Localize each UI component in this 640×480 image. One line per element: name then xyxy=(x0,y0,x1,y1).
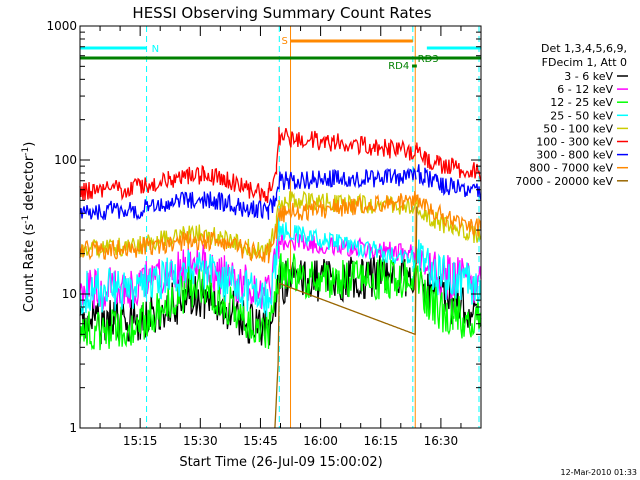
legend-entry-label: 3 - 6 keV xyxy=(564,70,613,83)
legend-entry-label: 12 - 25 keV xyxy=(550,96,613,109)
x-tick-label: 16:00 xyxy=(303,434,338,448)
legend-entry-label: 25 - 50 keV xyxy=(550,109,613,122)
legend: Det 1,3,4,5,6,9, FDecim 1, Att 0 3 - 6 k… xyxy=(515,42,628,188)
chart-title: HESSI Observing Summary Count Rates xyxy=(132,4,431,22)
series-lines xyxy=(79,127,482,429)
legend-entry-label: 300 - 800 keV xyxy=(536,149,613,162)
y-tick-label: 1 xyxy=(69,421,77,435)
y-axis-label-part: Count Rate (s xyxy=(22,224,37,313)
legend-header-line: Det 1,3,4,5,6,9, xyxy=(541,42,627,55)
y-tick-label: 1000 xyxy=(46,19,77,33)
legend-entry-label: 7000 - 20000 keV xyxy=(515,175,613,188)
x-tick-label: 15:45 xyxy=(243,434,278,448)
x-tick-label: 15:30 xyxy=(183,434,218,448)
series-line xyxy=(79,190,482,264)
status-bar-label: RD4 xyxy=(388,61,409,72)
series-line xyxy=(274,206,418,429)
series-line xyxy=(79,190,482,260)
x-axis: 15:15 15:30 15:45 16:00 16:15 16:30 xyxy=(99,26,462,448)
legend-header-line: FDecim 1, Att 0 xyxy=(542,56,627,69)
legend-entry-label: 50 - 100 keV xyxy=(543,122,613,135)
x-tick-label: 15:15 xyxy=(123,434,158,448)
series-line xyxy=(79,164,482,221)
x-axis-label: Start Time (26-Jul-09 15:00:02) xyxy=(179,455,382,470)
timestamp-footer: 12-Mar-2010 01:33 xyxy=(561,468,638,477)
x-tick-label: 16:15 xyxy=(363,434,398,448)
y-axis-label-exponent: -1 xyxy=(21,215,31,224)
y-tick-label: 10 xyxy=(62,287,77,301)
y-axis-label-part: ) xyxy=(22,142,37,147)
legend-entry-label: 800 - 7000 keV xyxy=(529,162,613,175)
status-bar-label: S xyxy=(282,36,288,47)
status-bars: N S RD4 RD3 xyxy=(80,36,481,72)
legend-entry-label: 6 - 12 keV xyxy=(557,83,613,96)
y-axis-label-part: detector xyxy=(22,155,37,215)
x-tick-label: 16:30 xyxy=(424,434,459,448)
y-tick-label: 100 xyxy=(54,153,77,167)
y-axis: 1 10 100 1000 xyxy=(46,19,481,435)
y-axis-label-exponent: -1 xyxy=(21,147,31,156)
legend-entry-label: 100 - 300 keV xyxy=(536,136,613,149)
status-bar-label: RD3 xyxy=(418,54,439,65)
y-axis-label: Count Rate (s-1 detector-1) xyxy=(21,142,37,313)
series-line xyxy=(79,127,482,204)
status-bar-label: N xyxy=(152,44,159,55)
